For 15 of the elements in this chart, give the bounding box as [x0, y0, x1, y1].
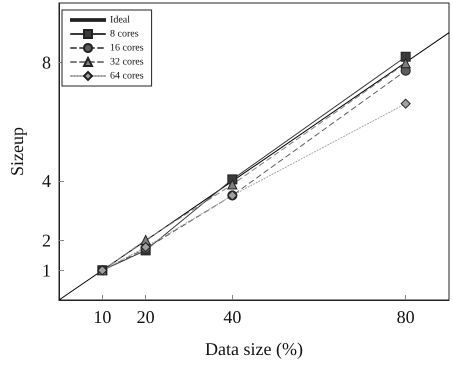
- legend-label: 64 cores: [110, 70, 144, 82]
- x-tick-label: 40: [223, 307, 242, 327]
- x-axis-title: Data size (%): [205, 339, 303, 359]
- y-tick-label: 1: [42, 260, 51, 280]
- y-axis-title: Sizeup: [7, 127, 27, 176]
- y-tick-label: 8: [42, 52, 51, 72]
- legend-label: 8 cores: [110, 28, 139, 40]
- y-tick-label: 2: [42, 230, 51, 251]
- legend-label: 32 cores: [110, 56, 144, 68]
- x-tick-label: 20: [136, 307, 155, 327]
- y-tick-label: 4: [42, 171, 51, 192]
- x-tick-label: 10: [93, 307, 112, 327]
- x-tick-label: 80: [396, 307, 415, 327]
- legend-label: 16 cores: [110, 42, 144, 54]
- legend-label: Ideal: [110, 14, 130, 26]
